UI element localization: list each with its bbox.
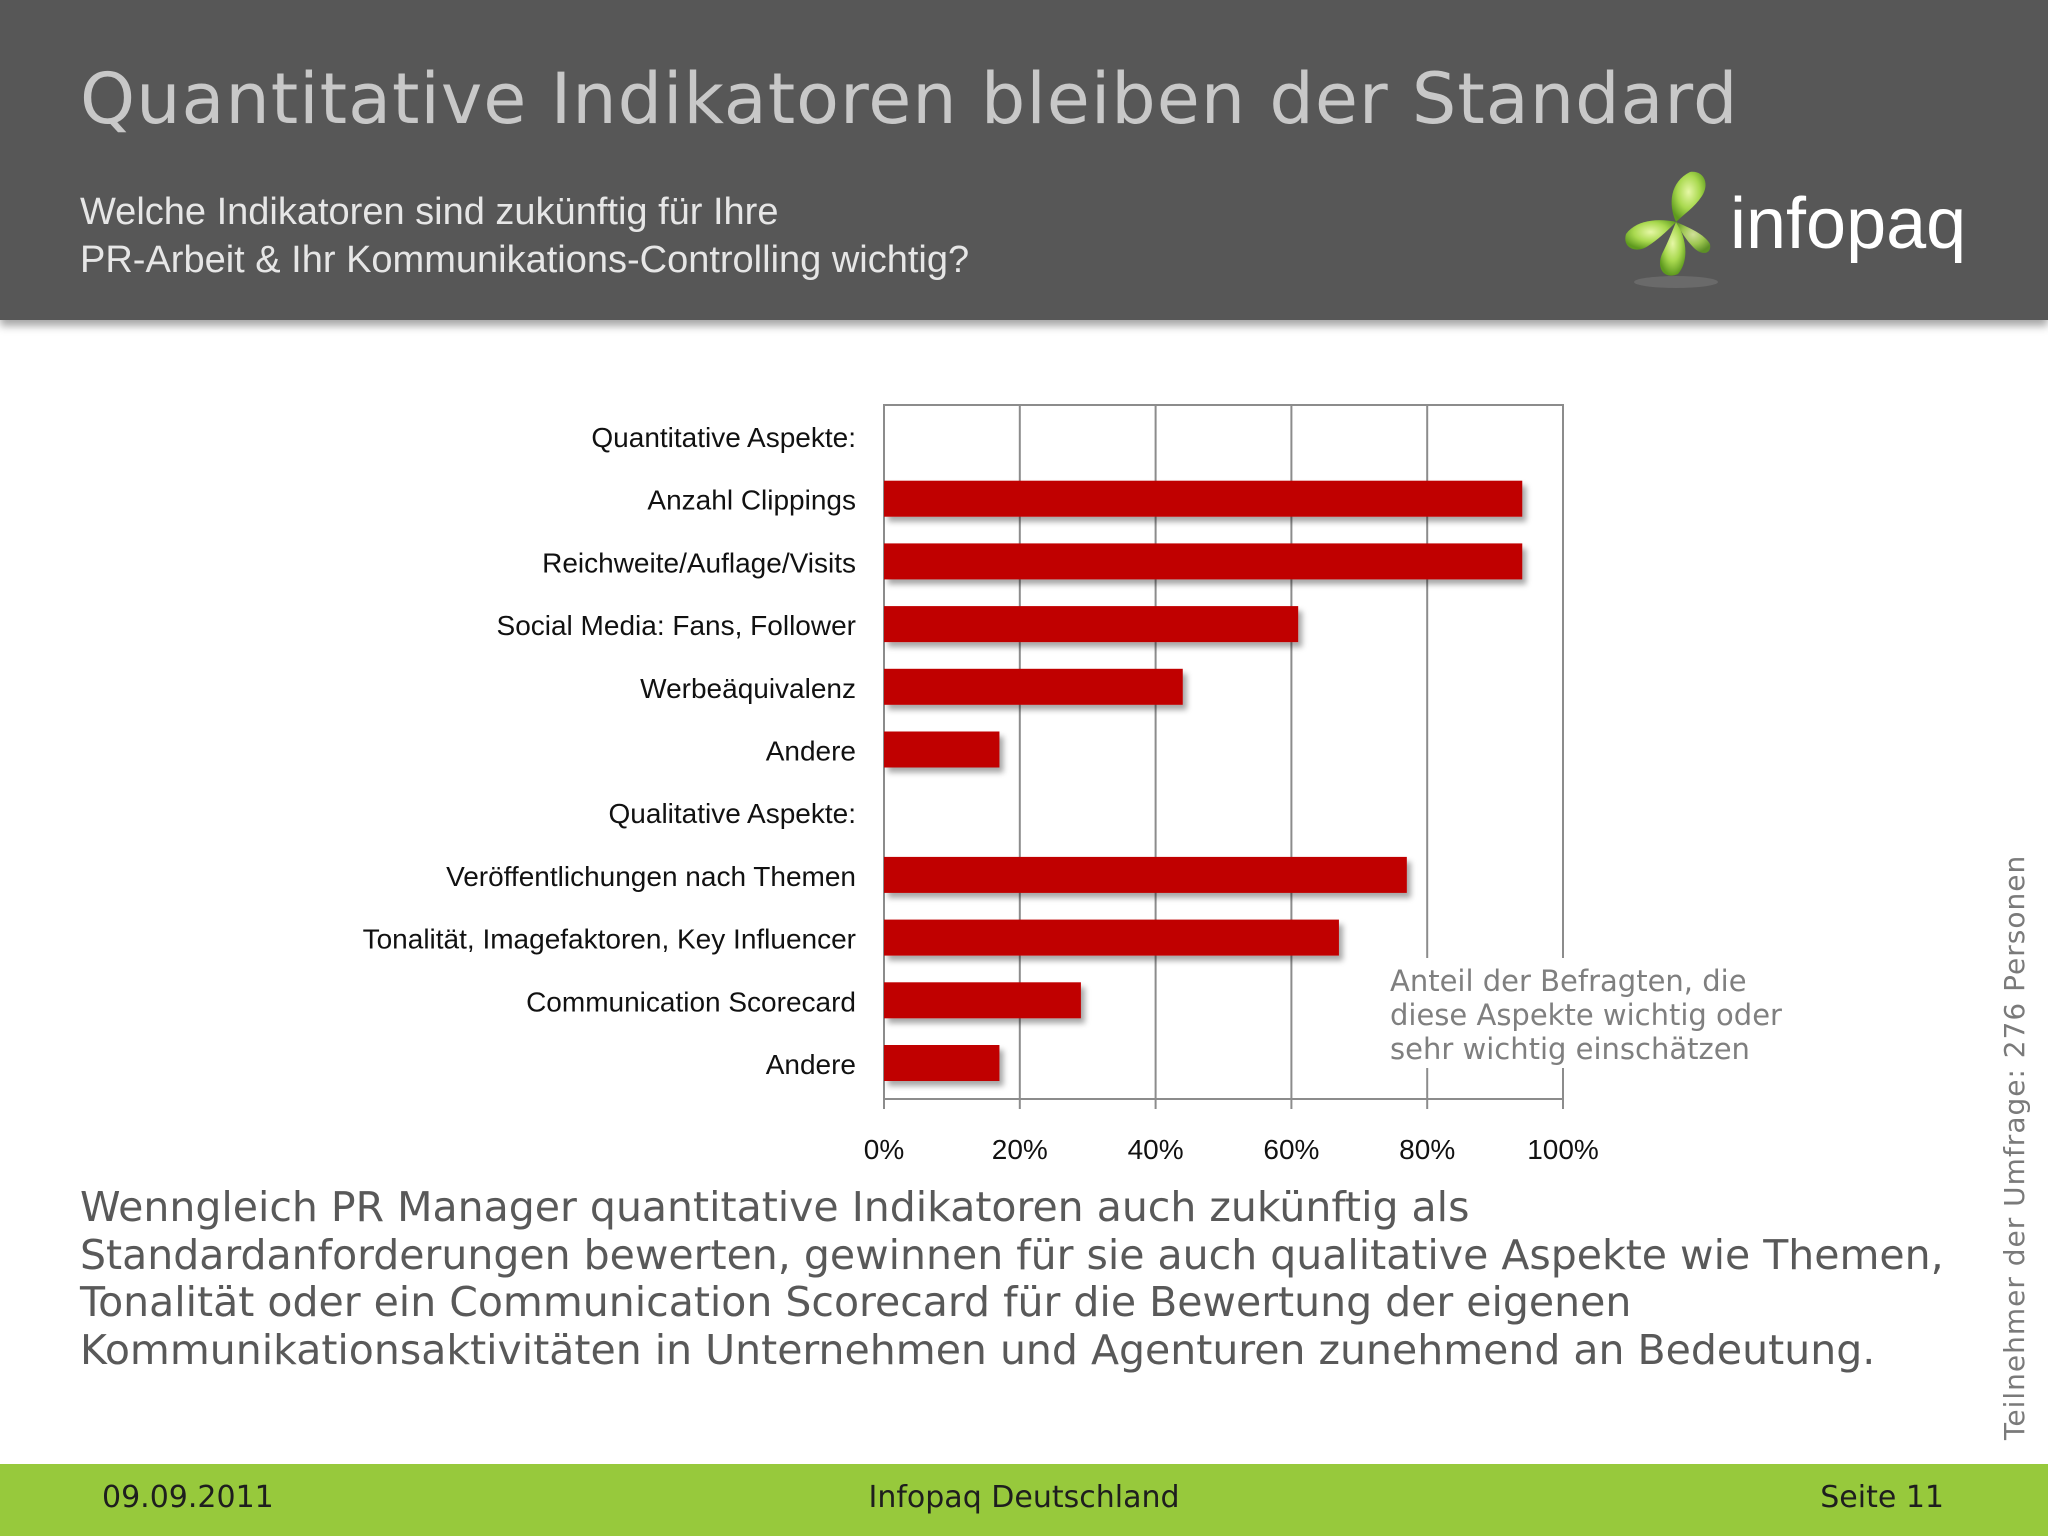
category-label: Veröffentlichungen nach Themen bbox=[446, 861, 856, 892]
bar bbox=[884, 982, 1081, 1019]
x-tick-label: 20% bbox=[992, 1134, 1048, 1160]
bar-chart: 0% 20% 40% 60% 80% 100% Quantitative Aspekte: A… bbox=[362, 404, 1782, 1160]
bar bbox=[884, 606, 1299, 643]
annotation-line-3: sehr wichtig einschätzen bbox=[1390, 1032, 1750, 1066]
category-label: Social Media: Fans, Follower bbox=[497, 610, 856, 641]
category-label: Andere bbox=[766, 1049, 856, 1080]
footer-date: 09.09.2011 bbox=[102, 1480, 274, 1515]
subtitle-line-1: Welche Indikatoren sind zukünftig für Ih… bbox=[80, 191, 779, 233]
category-label: Andere bbox=[766, 736, 856, 767]
category-label: Communication Scorecard bbox=[526, 986, 856, 1017]
annotation-line-1: Anteil der Befragten, die bbox=[1390, 964, 1747, 998]
category-label: Werbeäquivalenz bbox=[640, 673, 856, 704]
bar bbox=[884, 731, 1000, 768]
category-label: Reichweite/Auflage/Visits bbox=[542, 547, 856, 578]
subtitle-line-2: PR-Arbeit & Ihr Kommunikations-Controlli… bbox=[80, 239, 970, 281]
bar bbox=[884, 480, 1523, 517]
category-label: Tonalität, Imagefaktoren, Key Influencer bbox=[363, 924, 856, 955]
participants-note: Teilnehmer der Umfrage: 276 Personen bbox=[1998, 854, 2031, 1440]
footer-page-number: Seite 11 bbox=[1820, 1480, 1944, 1515]
bar bbox=[884, 668, 1183, 705]
bar bbox=[884, 919, 1339, 956]
footer-band: 09.09.2011 Infopaq Deutschland Seite 11 bbox=[0, 1464, 2048, 1536]
header-band: Quantitative Indikatoren bleiben der Sta… bbox=[0, 0, 2048, 320]
footer-company: Infopaq Deutschland bbox=[868, 1480, 1180, 1515]
bar bbox=[884, 856, 1407, 893]
x-tick-label: 60% bbox=[1263, 1134, 1319, 1160]
x-tick-label: 100% bbox=[1527, 1134, 1599, 1160]
annotation-line-2: diese Aspekte wichtig oder bbox=[1390, 998, 1782, 1032]
bar bbox=[884, 1045, 1000, 1081]
chart-annotation: Anteil der Befragten, die diese Aspekte … bbox=[1390, 964, 1782, 1066]
infopaq-logo: infopaq bbox=[1625, 171, 1966, 288]
page-subtitle: Welche Indikatoren sind zukünftig für Ih… bbox=[80, 188, 969, 284]
summary-text: Wenngleich PR Manager quantitative Indik… bbox=[80, 1183, 1944, 1374]
logo-wordmark: infopaq bbox=[1730, 184, 1966, 264]
category-label: Qualitative Aspekte: bbox=[609, 798, 856, 829]
x-tick-label: 40% bbox=[1128, 1134, 1184, 1160]
x-tick-label: 80% bbox=[1399, 1134, 1455, 1160]
annotation-backdrop bbox=[1382, 958, 1782, 1068]
category-label: Anzahl Clippings bbox=[647, 485, 856, 516]
bar bbox=[884, 543, 1523, 580]
page-title: Quantitative Indikatoren bleiben der Sta… bbox=[80, 58, 1739, 140]
x-tick-label: 0% bbox=[864, 1134, 904, 1160]
category-label: Quantitative Aspekte: bbox=[591, 422, 856, 453]
